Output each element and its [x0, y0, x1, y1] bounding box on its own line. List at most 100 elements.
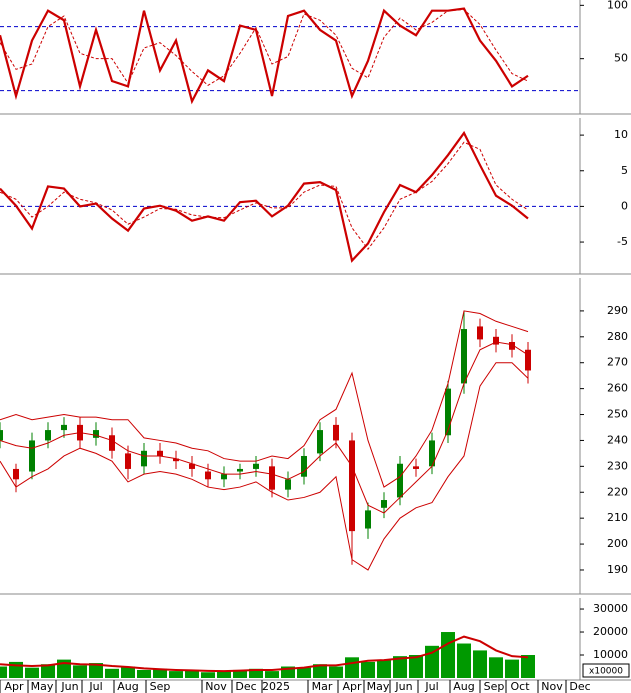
candle-body	[13, 468, 19, 480]
y-tick-label: 240	[607, 433, 628, 446]
x-tick-label: Sep	[484, 680, 505, 693]
x-tick-label: Sep	[150, 680, 171, 693]
x-tick-label: Nov	[541, 680, 563, 693]
y-tick-label: 280	[607, 330, 628, 343]
bar	[201, 672, 215, 678]
bar	[393, 656, 407, 678]
candle-body	[45, 430, 51, 441]
x-tick-label: Jul	[88, 680, 102, 693]
bar	[441, 632, 455, 678]
x-tick-label: Mar	[312, 680, 333, 693]
bar	[25, 667, 39, 678]
y-tick-label: 0	[621, 199, 628, 212]
line	[0, 7, 529, 105]
y-tick-label: 50	[614, 52, 628, 65]
bar	[345, 657, 359, 678]
y-tick-label: 10000	[593, 648, 628, 661]
bar	[473, 650, 487, 678]
candle-body	[461, 329, 467, 384]
bar	[457, 643, 471, 678]
candle-body	[413, 466, 419, 469]
bar	[121, 666, 135, 678]
candle-body	[493, 336, 499, 345]
x-tick-label: Aug	[117, 680, 138, 693]
bar	[41, 664, 55, 678]
candle-body	[285, 479, 291, 490]
candle-body	[365, 510, 371, 529]
bar	[217, 671, 231, 678]
x-tick-label: Dec	[235, 680, 256, 693]
x-tick-label: Apr	[342, 680, 362, 693]
bar	[489, 657, 503, 678]
candle-body	[253, 463, 259, 469]
bar	[137, 669, 151, 678]
candle-body	[429, 440, 435, 467]
y-tick-label: 190	[607, 563, 628, 576]
bar	[361, 661, 375, 678]
y-tick-label: 20000	[593, 625, 628, 638]
bar	[329, 666, 343, 678]
bar	[89, 663, 103, 678]
x-tick-label: Oct	[510, 680, 530, 693]
line	[0, 310, 529, 488]
candle-body	[157, 450, 163, 456]
x-tick-label: Apr	[4, 680, 24, 693]
line	[0, 9, 529, 86]
candle-body	[141, 450, 147, 467]
x-tick-label: Jul	[424, 680, 438, 693]
candle-body	[333, 424, 339, 441]
bar	[377, 659, 391, 678]
candle-body	[0, 430, 3, 441]
x-tick-label: Dec	[569, 680, 590, 693]
x-tick-label: Jun	[394, 680, 412, 693]
candle-body	[125, 453, 131, 469]
candle-body	[189, 463, 195, 469]
bar	[265, 671, 279, 678]
y-tick-label: -5	[617, 235, 628, 248]
bar	[249, 668, 263, 678]
y-tick-label: 30000	[593, 602, 628, 615]
x-tick-label: Jun	[60, 680, 78, 693]
candle-body	[397, 463, 403, 498]
candle-body	[301, 455, 307, 477]
bar	[153, 668, 167, 678]
candle-body	[525, 349, 531, 371]
bar	[505, 659, 519, 678]
candle-body	[381, 500, 387, 508]
y-tick-label: 270	[607, 356, 628, 369]
y-tick-label: 290	[607, 304, 628, 317]
y-tick-label: 230	[607, 459, 628, 472]
line	[0, 362, 529, 571]
candle-body	[317, 430, 323, 454]
y-tick-label: 5	[621, 164, 628, 177]
x-tick-label: May	[31, 680, 54, 693]
x-tick-label: 2025	[262, 680, 290, 693]
bar	[169, 671, 183, 678]
candle-body	[61, 424, 67, 431]
bar	[281, 666, 295, 678]
x-tick-label: May	[367, 680, 390, 693]
line	[0, 341, 529, 514]
x-tick-label: Aug	[453, 680, 474, 693]
candle-body	[93, 430, 99, 438]
y-tick-label: 100	[607, 0, 628, 11]
bar	[0, 666, 7, 678]
bar	[185, 669, 199, 678]
candle-body	[509, 341, 515, 350]
candle-body	[29, 440, 35, 472]
candle-body	[109, 435, 115, 451]
bar	[73, 665, 87, 678]
line	[0, 141, 529, 251]
candle-body	[237, 468, 243, 472]
y-tick-label: 210	[607, 511, 628, 524]
bar	[297, 667, 311, 678]
candle-body	[205, 471, 211, 480]
y-tick-label: 200	[607, 537, 628, 550]
bar	[409, 655, 423, 678]
bar	[233, 669, 247, 678]
candle-body	[477, 326, 483, 340]
y-tick-label: 10	[614, 128, 628, 141]
bar	[313, 664, 327, 678]
x-tick-label: Nov	[205, 680, 227, 693]
